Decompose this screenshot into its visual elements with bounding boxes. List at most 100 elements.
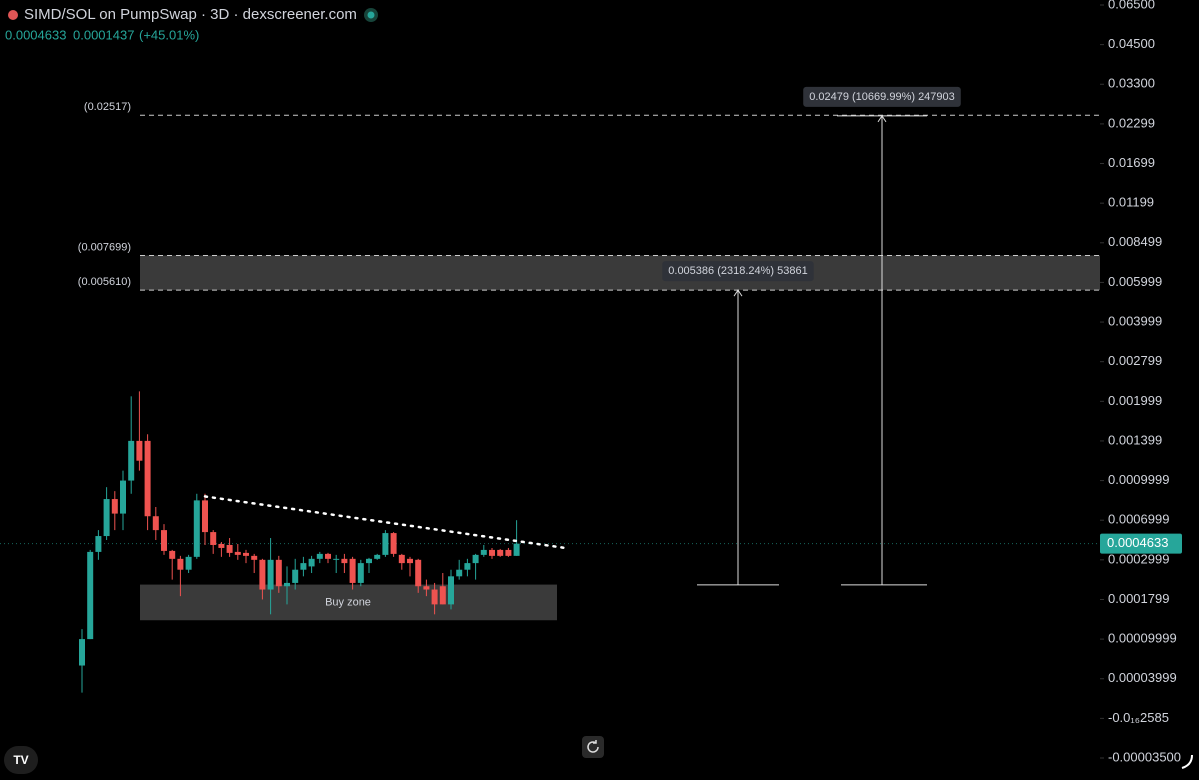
measure-arrow xyxy=(733,289,743,297)
candle-body xyxy=(144,440,151,517)
candle-body xyxy=(505,549,512,556)
trendline xyxy=(203,495,567,550)
candle-body xyxy=(87,551,94,640)
logo-dot xyxy=(8,10,18,20)
candle-body xyxy=(497,549,504,556)
candle-body xyxy=(193,500,200,557)
y-tick-label: 0.001399 xyxy=(1108,432,1162,447)
chart-title: SIMD/SOL on PumpSwap · 3D · dexscreener.… xyxy=(24,6,357,23)
candle-body xyxy=(120,480,126,514)
level-label: (0.005610) xyxy=(78,276,131,288)
y-tick-label: 0.0002999 xyxy=(1108,551,1169,566)
measure-box-bg xyxy=(803,86,961,107)
y-tick-label: -0.0₁₆2585 xyxy=(1108,710,1169,725)
candle-body xyxy=(103,499,110,537)
y-tick-label: 0.0006999 xyxy=(1108,512,1169,527)
candle-body xyxy=(275,559,282,587)
candle-body xyxy=(210,532,217,545)
candle-body xyxy=(464,563,471,570)
status-dot xyxy=(367,11,375,19)
y-tick-label: 0.01699 xyxy=(1108,155,1155,170)
candle-body xyxy=(415,559,422,587)
candle-body xyxy=(111,499,118,514)
measure-box-bg xyxy=(662,261,814,282)
candle-body xyxy=(333,558,340,560)
candle-body xyxy=(259,559,266,590)
candle-body xyxy=(349,558,356,583)
level-label: (0.02517) xyxy=(84,101,131,113)
candle-body xyxy=(308,558,315,567)
y-tick-label: 0.00003999 xyxy=(1108,670,1177,685)
y-tick-label: 0.01199 xyxy=(1108,195,1154,210)
current-price-tag xyxy=(1100,533,1182,554)
candle-body xyxy=(489,549,495,556)
y-tick-label: 0.008499 xyxy=(1108,234,1162,249)
candle-body xyxy=(185,556,192,570)
candle-body xyxy=(177,558,184,570)
candle-body xyxy=(234,551,241,555)
candle-body xyxy=(251,555,258,560)
candle-body xyxy=(128,440,135,481)
candle-body xyxy=(292,569,299,583)
tv-logo-mark: TV xyxy=(13,753,28,767)
candle-body xyxy=(218,543,225,548)
candle-body xyxy=(456,569,463,577)
buy-zone xyxy=(140,584,557,621)
candle-body xyxy=(169,550,176,559)
y-tick-label: 0.005999 xyxy=(1108,274,1162,289)
candle-body xyxy=(398,554,405,564)
buy-zone-label: Buy zone xyxy=(325,596,371,608)
candle-body xyxy=(202,500,208,533)
candle-body xyxy=(79,639,85,666)
y-tick-label: 0.03300 xyxy=(1108,76,1155,91)
candle-body xyxy=(431,589,438,605)
current-price-label: 0.0004633 xyxy=(1107,535,1168,550)
candle-body xyxy=(161,530,167,551)
y-tick-label: 0.04500 xyxy=(1108,36,1155,51)
candle-body xyxy=(390,533,397,554)
candle-body xyxy=(316,553,323,559)
candle-body xyxy=(136,440,143,461)
candle-body xyxy=(357,563,364,583)
candle-body xyxy=(513,543,520,556)
resistance-zone xyxy=(140,255,1100,291)
change: 0.0001437 xyxy=(73,27,134,42)
y-tick-label: 0.0009999 xyxy=(1108,472,1169,487)
candle-body xyxy=(243,552,249,556)
candle-body xyxy=(95,536,102,552)
y-tick-label: 0.0001799 xyxy=(1108,591,1169,606)
measure-label: 0.02479 (10669.99%) 247903 xyxy=(809,91,955,103)
last-price: 0.0004633 xyxy=(5,27,66,42)
candle-body xyxy=(152,516,159,531)
y-tick-label: 0.003999 xyxy=(1108,313,1162,328)
level-label: (0.007699) xyxy=(78,241,131,253)
candle-body xyxy=(341,558,348,564)
candle-body xyxy=(366,558,372,564)
candle-body xyxy=(300,563,307,570)
candle-body xyxy=(284,582,290,587)
measure-box: 0.005386 (2318.24%) 53861 xyxy=(662,261,814,282)
candle-body xyxy=(374,554,381,559)
change-pct: (+45.01%) xyxy=(139,27,199,42)
candle-body xyxy=(382,533,389,555)
reset-button[interactable] xyxy=(582,736,604,758)
y-tick-label: 0.001999 xyxy=(1108,393,1162,408)
candle-body xyxy=(267,559,274,590)
resize-handle[interactable] xyxy=(1181,754,1193,769)
y-tick-label: 0.002799 xyxy=(1108,353,1162,368)
candle-body xyxy=(448,576,454,605)
candle-body xyxy=(407,558,413,564)
candle-body xyxy=(226,544,233,553)
candle-body xyxy=(439,586,446,605)
candle-body xyxy=(325,553,331,559)
measure-label: 0.005386 (2318.24%) 53861 xyxy=(668,265,807,277)
y-tick-label: 0.00009999 xyxy=(1108,631,1177,646)
y-tick-label: -0.00003500 xyxy=(1108,749,1181,764)
measure-box: 0.02479 (10669.99%) 247903 xyxy=(803,86,961,107)
candle-body xyxy=(480,549,487,555)
candle-body xyxy=(423,586,430,590)
tv-logo[interactable] xyxy=(4,746,38,774)
reset-icon xyxy=(587,740,599,753)
y-tick-label: 0.02299 xyxy=(1108,115,1155,130)
